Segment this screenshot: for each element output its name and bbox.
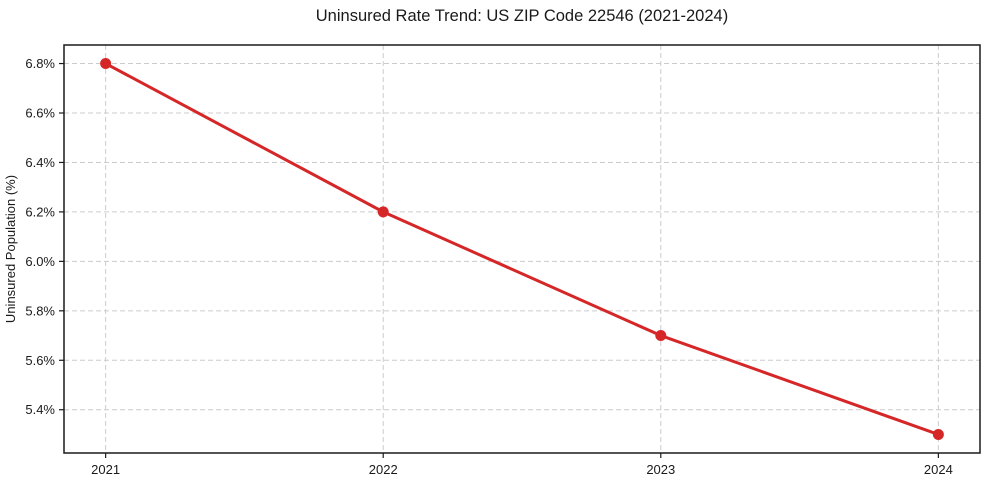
x-tick-label: 2023 xyxy=(646,462,675,477)
data-point xyxy=(100,58,112,70)
y-tick-label: 6.2% xyxy=(25,204,55,219)
gridlines xyxy=(64,45,980,453)
y-axis-label: Uninsured Population (%) xyxy=(3,175,18,323)
x-tick-label: 2024 xyxy=(924,462,953,477)
y-tick-label: 6.0% xyxy=(25,254,55,269)
y-tick-label: 5.8% xyxy=(25,303,55,318)
plot-border xyxy=(63,44,981,454)
chart-title: Uninsured Rate Trend: US ZIP Code 22546 … xyxy=(316,7,728,25)
data-point xyxy=(655,330,667,342)
data-series xyxy=(100,58,944,440)
axis-ticks: 2021 2022 2023 2024 5.4% 5.6% 5.8% 6.0% 6.2% 6.4%… xyxy=(25,56,952,477)
y-tick-label: 5.4% xyxy=(25,402,55,417)
y-tick-label: 6.8% xyxy=(25,56,55,71)
y-tick-label: 6.4% xyxy=(25,155,55,170)
x-tick-label: 2022 xyxy=(369,462,398,477)
y-tick-label: 6.6% xyxy=(25,106,55,121)
data-point xyxy=(932,428,944,440)
x-tick-label: 2021 xyxy=(91,462,120,477)
y-tick-label: 5.6% xyxy=(25,353,55,368)
data-point xyxy=(377,206,389,218)
trend-line xyxy=(104,62,940,436)
